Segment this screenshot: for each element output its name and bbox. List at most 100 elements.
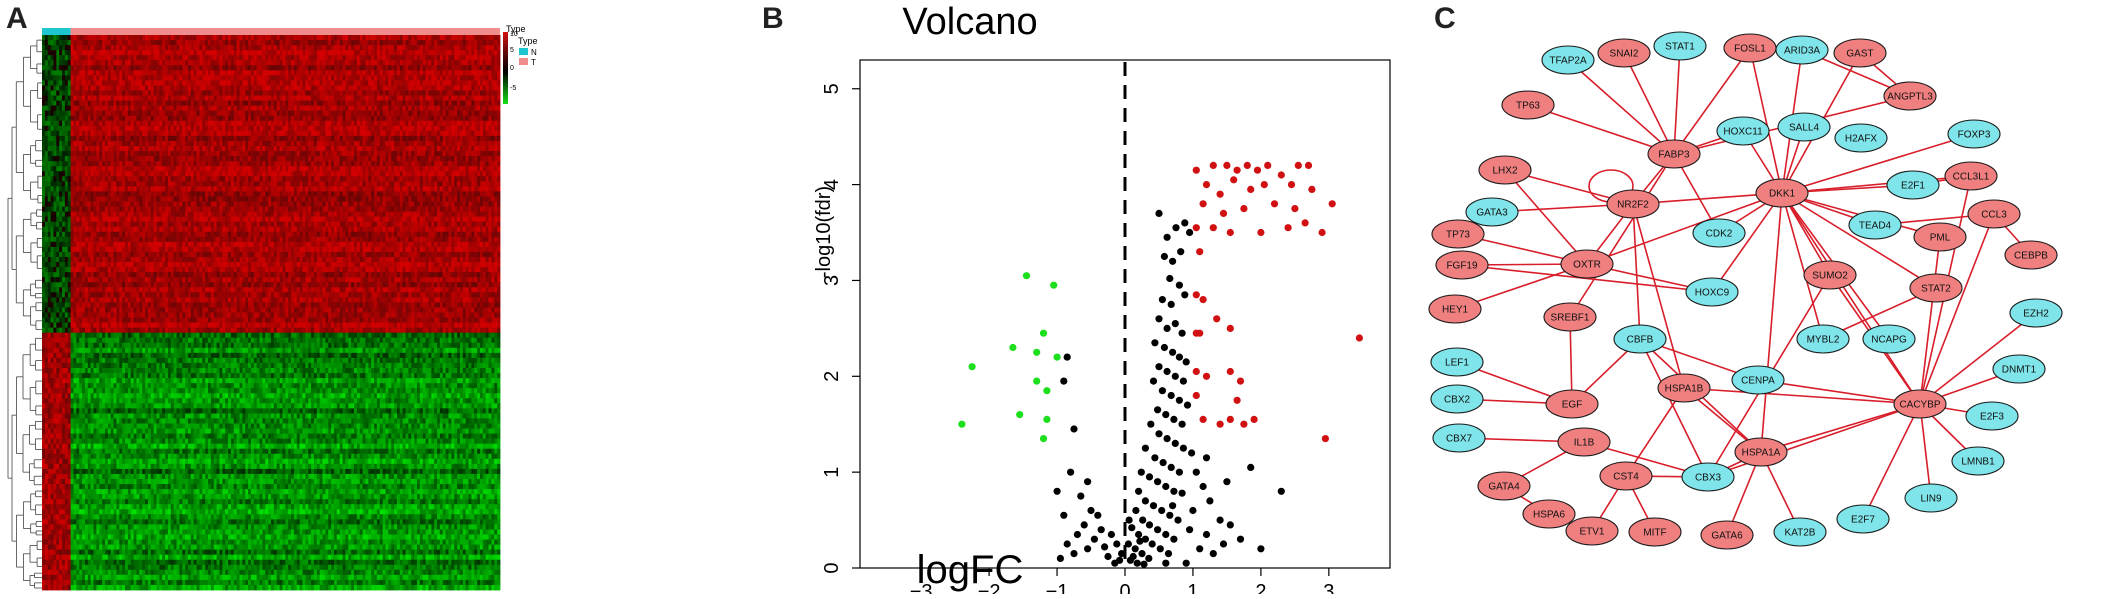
point-ns: [1142, 497, 1149, 504]
point-ns: [1176, 469, 1183, 476]
point-ns: [1130, 553, 1137, 560]
point-ns: [1135, 531, 1142, 538]
node-il1b: IL1B: [1558, 428, 1610, 456]
point-ns: [1104, 553, 1111, 560]
node-nr2f2: NR2F2: [1607, 190, 1659, 218]
y-tick-label: 1: [821, 467, 843, 478]
node-label-fosl1: FOSL1: [1734, 44, 1766, 55]
edge-CACYBP-HSPA1A: [1761, 404, 1920, 452]
point-ns: [1184, 402, 1191, 409]
point-ns: [1165, 550, 1172, 557]
node-label-stat2: STAT2: [1921, 284, 1951, 295]
point-ns: [1098, 526, 1105, 533]
x-tick-label: 1: [1187, 581, 1198, 594]
node-label-cbx3: CBX3: [1695, 473, 1722, 484]
point-up: [1254, 167, 1261, 174]
point-ns: [1161, 253, 1168, 260]
node-sumo2: SUMO2: [1804, 261, 1856, 289]
point-ns: [1077, 493, 1084, 500]
node-label-kat2b: KAT2B: [1785, 528, 1816, 539]
node-label-ccl3l1: CCL3L1: [1953, 172, 1990, 183]
node-label-hoxc9: HOXC9: [1695, 288, 1730, 299]
point-up: [1308, 186, 1315, 193]
node-label-mybl2: MYBL2: [1807, 335, 1840, 346]
expression-heatmap: [42, 35, 500, 590]
point-ns: [1150, 502, 1157, 509]
point-ns: [1132, 545, 1139, 552]
point-up: [1203, 373, 1210, 380]
node-oxtr: OXTR: [1561, 250, 1613, 278]
node-label-snai2: SNAI2: [1610, 49, 1639, 60]
point-ns: [1101, 543, 1108, 550]
node-gast: GAST: [1834, 39, 1886, 67]
point-up: [1203, 181, 1210, 188]
annotation-tumor: [71, 28, 500, 35]
point-up: [1302, 219, 1309, 226]
point-ns: [1162, 531, 1169, 538]
point-up: [1247, 186, 1254, 193]
node-label-gast: GAST: [1846, 49, 1873, 60]
node-hoxc11: HOXC11: [1717, 117, 1769, 145]
node-ccl3l1: CCL3L1: [1945, 162, 1997, 190]
node-label-mitf: MITF: [1643, 528, 1666, 539]
y-tick-label: 0: [821, 562, 843, 573]
point-ns: [1180, 445, 1187, 452]
point-up: [1210, 162, 1217, 169]
point-ns: [1172, 440, 1179, 447]
node-label-hey1: HEY1: [1442, 305, 1469, 316]
point-up: [1193, 291, 1200, 298]
point-ns: [1196, 545, 1203, 552]
node-label-e2f7: E2F7: [1851, 515, 1875, 526]
node-hspa1b: HSPA1B: [1658, 374, 1710, 402]
node-hey1: HEY1: [1429, 295, 1481, 323]
point-up: [1234, 167, 1241, 174]
edge-FABP3-SREBF1: [1570, 154, 1674, 317]
node-label-hspa1a: HSPA1A: [1742, 448, 1781, 459]
point-ns: [1200, 483, 1207, 490]
point-ns: [1151, 454, 1158, 461]
point-up: [1230, 176, 1237, 183]
node-tfap2a: TFAP2A: [1542, 46, 1594, 74]
node-label-cdk2: CDK2: [1706, 229, 1733, 240]
annotation-normal: [42, 28, 71, 35]
point-ns: [1070, 425, 1077, 432]
point-ns: [1174, 517, 1181, 524]
point-up: [1237, 378, 1244, 385]
point-ns: [1057, 555, 1064, 562]
node-label-etv1: ETV1: [1579, 527, 1604, 538]
node-h2afx: H2AFX: [1835, 124, 1887, 152]
point-ns: [1181, 291, 1188, 298]
panel-label-b: B: [762, 2, 784, 36]
node-label-lef1: LEF1: [1445, 358, 1469, 369]
point-ns: [1237, 536, 1244, 543]
point-up: [1196, 330, 1203, 337]
point-up: [1244, 162, 1251, 169]
point-ns: [1140, 561, 1147, 568]
point-ns: [1176, 354, 1183, 361]
point-ns: [1172, 224, 1179, 231]
node-tead4: TEAD4: [1849, 211, 1901, 239]
node-label-egf: EGF: [1562, 400, 1583, 411]
node-label-lmnb1: LMNB1: [1961, 457, 1995, 468]
point-ns: [1157, 545, 1164, 552]
node-cebpb: CEBPB: [2005, 241, 2057, 269]
point-ns: [1176, 397, 1183, 404]
node-e2f3: E2F3: [1966, 402, 2018, 430]
node-label-tp63: TP63: [1516, 101, 1540, 112]
node-label-arid3a: ARID3A: [1784, 46, 1820, 57]
node-kat2b: KAT2B: [1774, 518, 1826, 546]
node-lhx2: LHX2: [1479, 156, 1531, 184]
point-up: [1220, 210, 1227, 217]
node-srebf1: SREBF1: [1544, 303, 1596, 331]
point-up: [1210, 224, 1217, 231]
scale-tick-0: 0: [510, 65, 514, 72]
point-ns: [1067, 469, 1074, 476]
point-ns: [1147, 421, 1154, 428]
point-ns: [1164, 435, 1171, 442]
node-e2f7: E2F7: [1837, 505, 1889, 533]
point-ns: [1210, 550, 1217, 557]
point-ns: [1168, 464, 1175, 471]
node-label-dnmt1: DNMT1: [2002, 365, 2037, 376]
